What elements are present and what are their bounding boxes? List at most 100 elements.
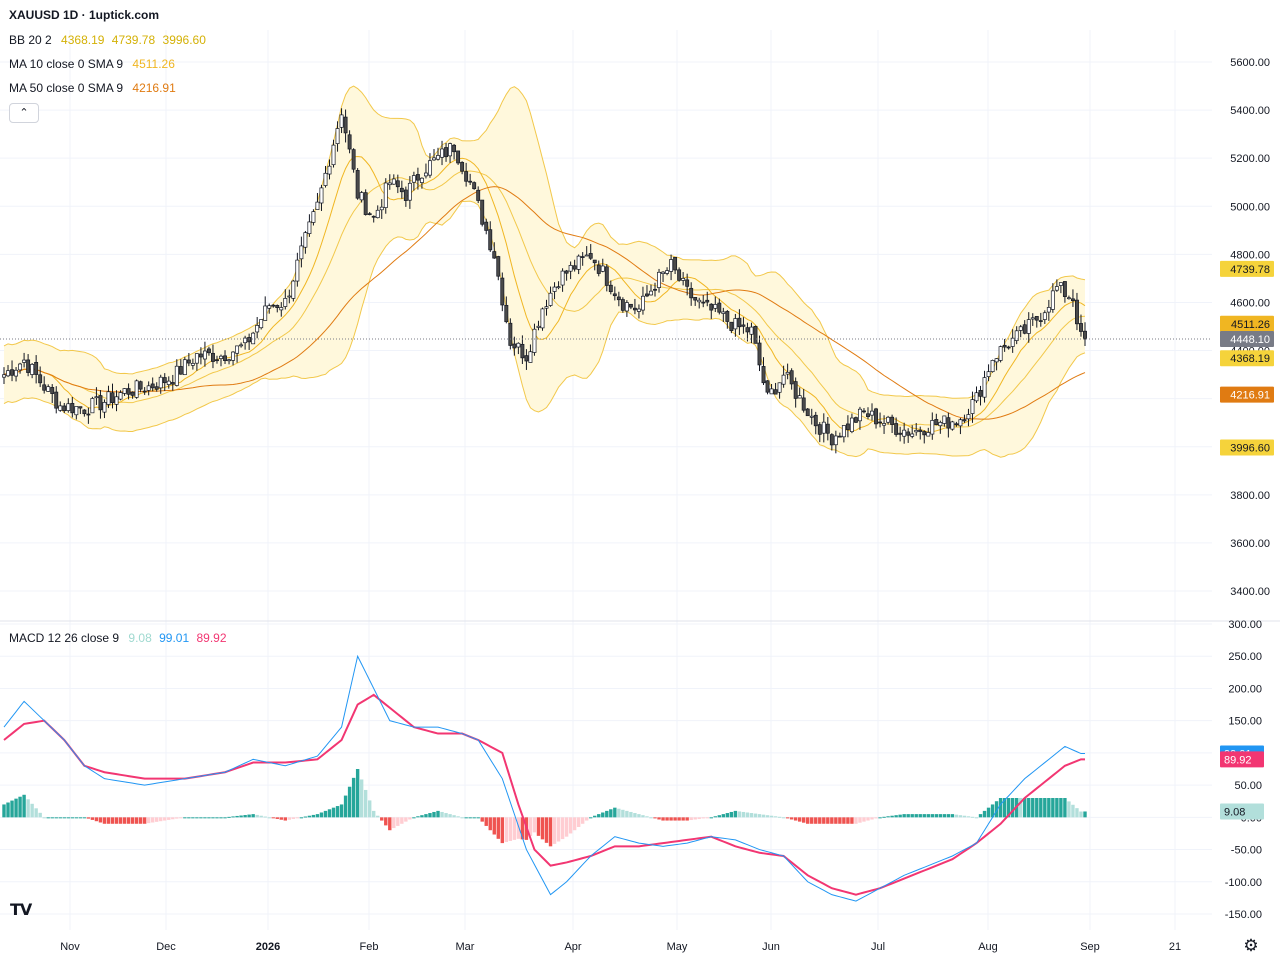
candle-body [399, 187, 404, 193]
candle-body [657, 271, 661, 288]
macd-histogram-bar [476, 817, 480, 819]
macd-histogram-bar [440, 811, 444, 818]
candle-body [395, 180, 400, 188]
candle-body [906, 431, 911, 436]
candle-body [536, 325, 541, 328]
candle-body [765, 380, 770, 393]
candle-body [223, 355, 227, 361]
macd-histogram-bar [34, 808, 38, 818]
candle-body [745, 327, 750, 333]
candle-body [476, 189, 481, 201]
candle-body [162, 377, 167, 384]
candle-body [741, 324, 746, 327]
macd-histogram-bar [6, 802, 10, 818]
candle-body [351, 149, 356, 170]
candle-body [608, 284, 613, 293]
price-tick-label: 5200.00 [1230, 153, 1270, 165]
macd-histogram-bar [818, 817, 822, 824]
macd-histogram-bar [420, 815, 424, 818]
macd-histogram-bar [528, 817, 533, 837]
price-tag [1220, 386, 1274, 403]
candle-body [315, 201, 320, 210]
macd-histogram-bar [492, 817, 496, 835]
price-tick-label: 4800.00 [1230, 249, 1270, 261]
candle-body [419, 177, 424, 183]
time-tick-label: Jun [762, 941, 780, 953]
price-tick-label: 3400.00 [1230, 586, 1270, 598]
candle-body [1030, 317, 1035, 320]
candle-body [757, 342, 762, 366]
candle-body [363, 192, 368, 215]
collapse-legend-button[interactable]: ⌃ [9, 103, 39, 123]
macd-histogram-bar [488, 817, 492, 831]
macd-histogram-bar [801, 817, 806, 823]
candle-body [540, 308, 545, 329]
macd-histogram-bar [797, 817, 802, 822]
candle-body [922, 431, 927, 436]
candle-body [70, 402, 75, 414]
candle-body [331, 144, 336, 166]
macd-histogram-bar [580, 817, 585, 824]
candle-body [355, 170, 360, 199]
tradingview-logo[interactable]: TV [10, 900, 32, 919]
candle-body [841, 425, 846, 438]
macd-histogram-bar [327, 809, 332, 818]
candle-body [616, 296, 621, 301]
macd-histogram-bar [1047, 798, 1051, 818]
ma50-line [3, 186, 1086, 420]
candle-body [428, 160, 432, 176]
bollinger-basis-line [3, 170, 1086, 428]
macd-histogram-bar [637, 814, 641, 818]
candle-body [1022, 324, 1027, 334]
macd-histogram-bar [1055, 798, 1059, 818]
macd-histogram-bar [560, 817, 565, 840]
macd-histogram-bar [287, 817, 292, 820]
candle-body [122, 388, 127, 394]
macd-histogram-bar [146, 817, 151, 824]
macd-histogram-bar [978, 814, 983, 818]
candle-body [118, 392, 123, 400]
legend-ma10[interactable]: MA 10 close 0 SMA 9 4511.26 [9, 57, 179, 71]
macd-histogram-bar [412, 817, 416, 819]
gear-icon[interactable]: ⚙ [1243, 936, 1259, 955]
time-tick-label: Mar [456, 941, 475, 953]
legend-bb[interactable]: BB 20 2 4368.19 4739.78 3996.60 [9, 33, 210, 47]
legend-macd[interactable]: MACD 12 26 close 9 9.08 99.01 89.92 [9, 631, 231, 645]
candle-body [793, 381, 798, 399]
macd-histogram-bar [98, 817, 103, 823]
candle-body [34, 361, 39, 375]
candle-body [444, 147, 448, 158]
macd-histogram-bar [227, 816, 231, 818]
macd-histogram-bar [271, 817, 275, 819]
candle-body [1058, 282, 1063, 286]
candle-body [588, 253, 593, 259]
legend-bb-basis: 4368.19 [61, 33, 105, 47]
candle-body [231, 351, 236, 361]
time-tick-label: Apr [564, 941, 581, 953]
price-tag-label: 3996.60 [1230, 443, 1270, 455]
candle-body [102, 402, 107, 413]
macd-histogram-bar [472, 817, 476, 819]
candle-body [612, 293, 617, 297]
candle-body [508, 322, 513, 346]
candle-body [150, 383, 155, 389]
macd-histogram-bar [1039, 798, 1043, 818]
time-tick-label: 21 [1169, 941, 1181, 953]
macd-histogram-bar [247, 814, 251, 818]
macd-tick-label: 50.00 [1234, 780, 1262, 792]
candle-body [954, 423, 959, 426]
macd-histogram-bar [126, 817, 131, 824]
macd-histogram-bar [1059, 798, 1063, 818]
candle-body [211, 352, 215, 362]
legend-ma10-label: MA 10 close 0 SMA 9 [9, 57, 124, 71]
candle-body [697, 299, 702, 303]
candle-body [620, 299, 625, 311]
candle-body [259, 319, 264, 329]
macd-histogram-bar [78, 817, 83, 819]
macd-histogram-bar [504, 817, 509, 843]
legend-ma50[interactable]: MA 50 close 0 SMA 9 4216.91 [9, 81, 180, 95]
macd-histogram-bar [886, 816, 890, 818]
macd-tick-label: 150.00 [1228, 716, 1262, 728]
candle-body [769, 388, 774, 395]
